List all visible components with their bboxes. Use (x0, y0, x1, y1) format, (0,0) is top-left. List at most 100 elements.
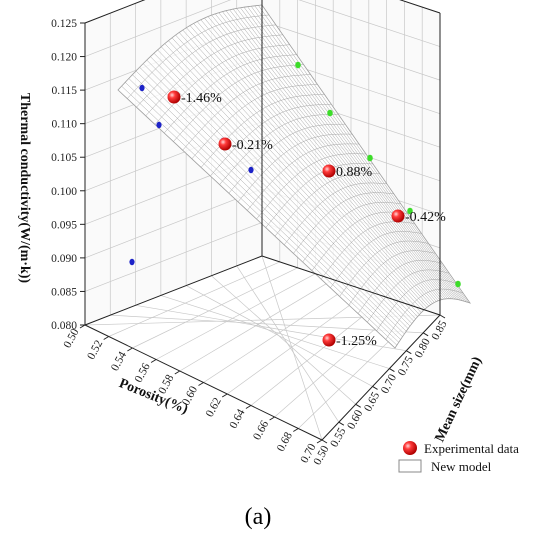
y-tick-mark (372, 385, 378, 390)
frame-edge (261, 255, 441, 316)
experimental-point (322, 164, 336, 178)
legend-model-label: New model (431, 459, 492, 474)
legend-model-marker (398, 459, 422, 473)
x-tick-mark (269, 416, 275, 421)
figure-caption: (a) (245, 504, 272, 530)
y-floor-grid-line (135, 304, 407, 352)
mesh-line (189, 25, 433, 304)
x-tick-mark (79, 324, 86, 329)
y-floor-grid-line (261, 255, 323, 441)
mesh-line (186, 27, 431, 305)
y-floor-grid-line (211, 275, 356, 405)
x-tick-mark (245, 405, 252, 409)
mesh-line (236, 8, 458, 300)
mesh-line (146, 59, 411, 327)
x-axis-title: Porosity(%) (117, 376, 190, 417)
mesh-line (179, 32, 428, 308)
mesh-line (240, 7, 459, 300)
mesh-line (204, 17, 441, 301)
mesh-line (164, 43, 420, 315)
x-tick-mark (127, 347, 133, 352)
y-floor-grid-line (110, 314, 424, 334)
mesh-line (175, 34, 426, 310)
y-tick-mark (321, 439, 328, 444)
x-floor-grid-line (155, 273, 316, 360)
z-tick-label: 0.085 (51, 286, 77, 298)
mesh-line (157, 49, 416, 320)
z-tick-label: 0.125 (51, 18, 77, 30)
mesh-line (139, 67, 407, 332)
z-tick-label: 0.110 (52, 119, 78, 131)
experimental-points: -1.46% -0.21% 0.88% -0.42% -1.25% (167, 90, 446, 349)
experimental-point (391, 209, 405, 223)
legend-experimental-marker (403, 441, 417, 455)
mesh-line (161, 46, 418, 317)
mesh-line (261, 4, 471, 304)
z-grid-line (84, 0, 441, 57)
mesh-line (218, 12, 448, 299)
mesh-line (168, 40, 422, 313)
y-tick-mark (439, 314, 446, 319)
x-tick-mark (103, 336, 109, 340)
legend: Experimental data New model (398, 441, 519, 474)
z-axis-title: Thermal conductivity(W/(m·k)) (17, 93, 32, 283)
z-tick-label: 0.090 (51, 253, 77, 265)
mesh-line (117, 89, 396, 349)
z-tick-label: 0.120 (51, 52, 77, 64)
projection-points (129, 61, 461, 288)
mesh-line (258, 5, 469, 303)
x-tick-mark (150, 359, 157, 363)
mesh-line (193, 23, 435, 303)
experimental-point (322, 333, 336, 347)
mesh-line (128, 78, 401, 340)
mesh-line (182, 29, 429, 307)
mesh-line (254, 5, 467, 302)
mesh-line (215, 13, 446, 300)
z-tick-label: 0.095 (51, 219, 77, 231)
x-tick-mark (221, 393, 228, 398)
left-wall-projection-point (248, 166, 254, 174)
right-wall-projection-point (367, 154, 373, 162)
error-label: -0.21% (232, 138, 273, 153)
z-tick-label: 0.100 (51, 186, 77, 198)
mesh-line (121, 85, 398, 346)
error-label: -0.42% (405, 210, 446, 225)
mesh-line (250, 6, 465, 302)
mesh-line (143, 63, 409, 329)
y-floor-grid-line (185, 285, 373, 387)
x-floor-grid-line (226, 291, 370, 395)
mesh-line (197, 21, 437, 302)
z-tick-label: 0.080 (51, 320, 77, 332)
right-wall-projection-point (327, 109, 333, 117)
x-tick-label: 0.52 (85, 338, 105, 362)
y-floor-grid-line (160, 295, 390, 369)
right-wall-projection-point (455, 280, 461, 288)
x-tick-label: 0.54 (109, 350, 129, 374)
y-tick-mark (338, 421, 345, 426)
mesh-line (171, 37, 424, 311)
mesh-line (225, 10, 452, 299)
left-wall-projection-point (139, 84, 145, 92)
mesh-line (229, 9, 454, 299)
y-tick-mark (422, 332, 429, 337)
experimental-point (167, 90, 181, 104)
y-tick-mark (389, 368, 395, 373)
model-surface (117, 4, 472, 349)
x-tick-label: 0.68 (275, 430, 295, 454)
mesh-line (150, 56, 413, 324)
frame-edge (84, 255, 263, 326)
mesh-line (233, 8, 456, 300)
frame-edge (321, 314, 441, 441)
mesh-line (132, 74, 403, 337)
right-wall-projection-point (295, 61, 301, 69)
x-tick-mark (293, 428, 299, 432)
mesh-line (222, 11, 450, 299)
mesh-line (135, 70, 405, 335)
x-tick-label: 0.64 (228, 407, 248, 431)
y-tick-mark (355, 403, 361, 408)
mesh-line (243, 7, 461, 301)
left-wall-projection-point (129, 258, 135, 266)
left-wall-projection-point (156, 121, 162, 129)
y-tick-mark (406, 350, 412, 355)
